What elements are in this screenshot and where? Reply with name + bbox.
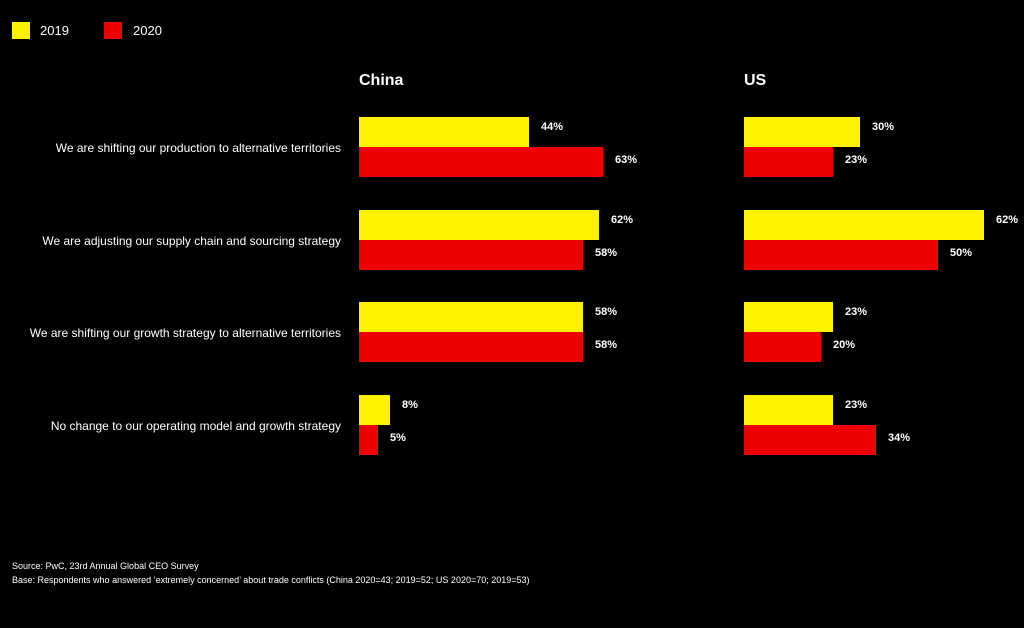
data-label: 58% <box>595 306 618 318</box>
data-label: 23% <box>845 306 868 318</box>
bar-china-2019 <box>359 117 529 147</box>
bar-us-2020 <box>744 425 876 455</box>
bar-us-2019 <box>744 117 860 147</box>
category-label: No change to our operating model and gro… <box>50 419 341 433</box>
data-label: 44% <box>541 121 564 133</box>
bar-china-2020 <box>359 240 583 270</box>
legend-label-2019: 2019 <box>40 23 69 38</box>
bar-china-2019 <box>359 302 583 332</box>
legend-swatch-2019 <box>12 22 30 39</box>
category-label: We are shifting our production to altern… <box>55 141 341 155</box>
data-label: 58% <box>595 247 618 259</box>
data-label: 62% <box>611 214 634 226</box>
bar-china-2020 <box>359 332 583 362</box>
bar-china-2019 <box>359 210 599 240</box>
data-label: 23% <box>845 154 868 166</box>
bar-us-2019 <box>744 302 833 332</box>
panel-title-china: China <box>359 72 404 89</box>
bar-china-2019 <box>359 395 390 425</box>
data-label: 58% <box>595 339 618 351</box>
bar-us-2020 <box>744 240 938 270</box>
category-label: We are shifting our growth strategy to a… <box>29 326 341 340</box>
data-label: 62% <box>996 214 1019 226</box>
base-note: Base: Respondents who answered ‘extremel… <box>12 575 530 585</box>
data-label: 63% <box>615 154 638 166</box>
data-label: 5% <box>390 432 406 444</box>
bar-china-2020 <box>359 425 378 455</box>
data-label: 34% <box>888 432 911 444</box>
data-label: 50% <box>950 247 973 259</box>
data-label: 30% <box>872 121 895 133</box>
bar-china-2020 <box>359 147 603 177</box>
legend-label-2020: 2020 <box>133 23 162 38</box>
data-label: 23% <box>845 399 868 411</box>
bar-us-2019 <box>744 395 833 425</box>
data-label: 8% <box>402 399 418 411</box>
bar-us-2020 <box>744 332 821 362</box>
source-note: Source: PwC, 23rd Annual Global CEO Surv… <box>12 561 199 571</box>
category-label: We are adjusting our supply chain and so… <box>42 234 341 248</box>
panel-title-us: US <box>744 72 767 89</box>
legend-swatch-2020 <box>104 22 122 39</box>
bar-us-2019 <box>744 210 984 240</box>
data-label: 20% <box>833 339 856 351</box>
bar-us-2020 <box>744 147 833 177</box>
